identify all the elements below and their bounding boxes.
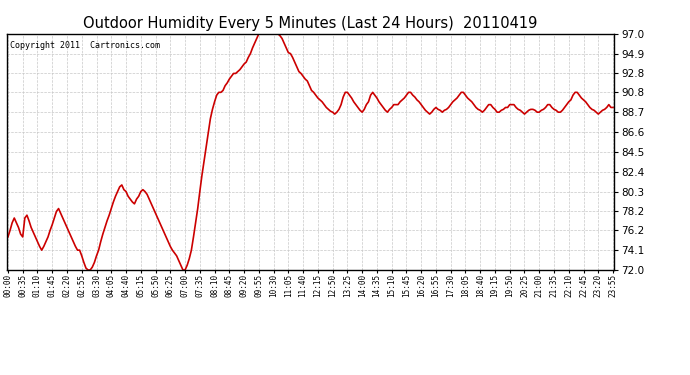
Title: Outdoor Humidity Every 5 Minutes (Last 24 Hours)  20110419: Outdoor Humidity Every 5 Minutes (Last 2… [83, 16, 538, 31]
Text: Copyright 2011  Cartronics.com: Copyright 2011 Cartronics.com [10, 41, 160, 50]
